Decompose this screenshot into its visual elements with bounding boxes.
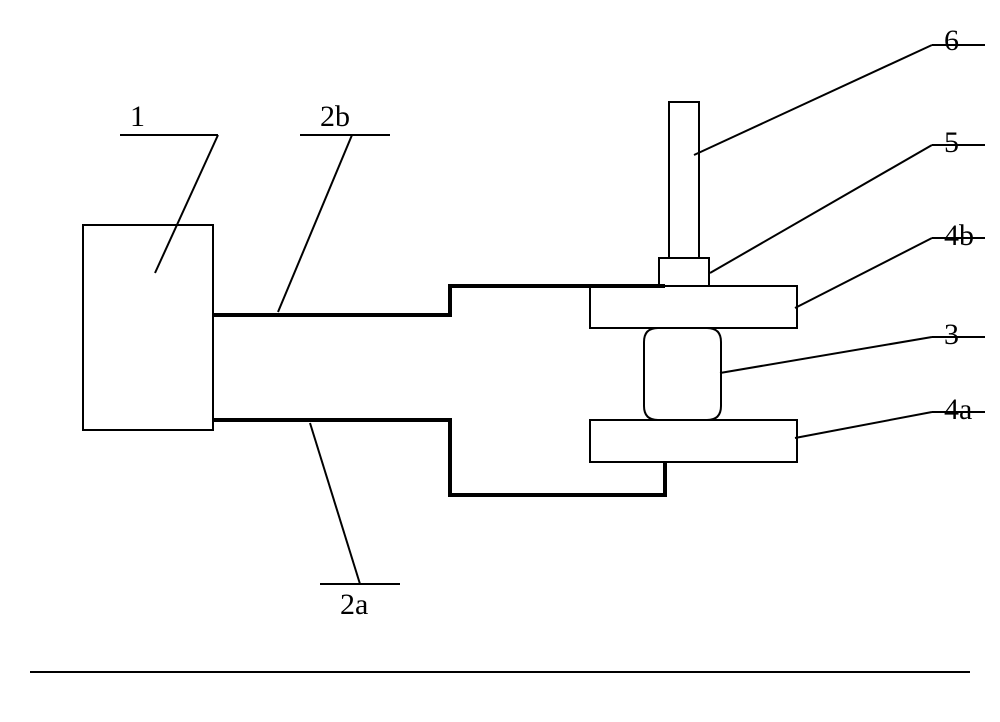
label-5: 5 xyxy=(944,126,959,160)
leader-4a xyxy=(795,412,932,438)
leader-2a xyxy=(310,423,360,584)
label-3: 3 xyxy=(944,318,959,352)
label-2b: 2b xyxy=(320,100,350,134)
arm-lower xyxy=(213,420,665,495)
leader-5 xyxy=(710,145,932,273)
leader-4b xyxy=(795,238,932,308)
leader-1 xyxy=(155,135,218,273)
block-1 xyxy=(83,225,213,430)
diagram-svg xyxy=(0,0,1000,722)
rod-6 xyxy=(669,102,699,258)
label-6: 6 xyxy=(944,24,959,58)
label-4b: 4b xyxy=(944,219,974,253)
leader-6 xyxy=(694,45,932,155)
leader-3 xyxy=(720,337,932,373)
block-5 xyxy=(659,258,709,286)
plate-lower xyxy=(590,420,797,462)
arm-upper xyxy=(213,286,665,315)
leader-2b xyxy=(278,135,352,312)
mechanical-schematic: 1 2b 2a 3 4a 4b 5 6 xyxy=(0,0,1000,722)
plate-upper xyxy=(590,286,797,328)
label-1: 1 xyxy=(130,100,145,134)
label-4a: 4a xyxy=(944,393,972,427)
ball-component xyxy=(644,328,721,420)
label-2a: 2a xyxy=(340,588,368,622)
